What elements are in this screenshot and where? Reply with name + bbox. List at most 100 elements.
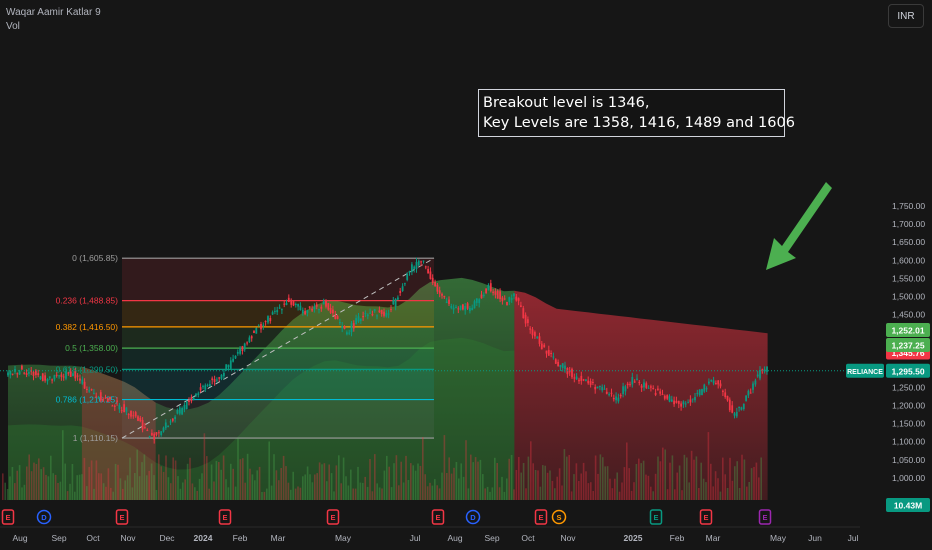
event-marker-earnings-icon[interactable]: [534, 509, 548, 525]
candle-body[interactable]: [677, 400, 680, 404]
candle-body[interactable]: [540, 343, 543, 350]
candle-body[interactable]: [329, 308, 332, 313]
volume-indicator-title[interactable]: Vol: [6, 21, 20, 32]
candle-body[interactable]: [617, 397, 620, 402]
candle-body[interactable]: [164, 422, 167, 429]
candle-body[interactable]: [290, 299, 293, 305]
candle-body[interactable]: [763, 369, 766, 372]
candle-body[interactable]: [417, 260, 420, 266]
candle-body[interactable]: [478, 299, 481, 304]
candle-body[interactable]: [267, 316, 269, 323]
candle-body[interactable]: [55, 374, 58, 376]
candle-body[interactable]: [673, 400, 675, 405]
candle-body[interactable]: [144, 427, 146, 429]
candle-body[interactable]: [636, 378, 638, 380]
candle-body[interactable]: [227, 364, 230, 368]
candle-body[interactable]: [181, 407, 183, 415]
candle-body[interactable]: [475, 298, 478, 303]
candle-body[interactable]: [696, 392, 699, 394]
candle-body[interactable]: [88, 390, 91, 392]
candle-body[interactable]: [747, 390, 750, 396]
candle-body[interactable]: [16, 373, 19, 375]
candle-body[interactable]: [422, 260, 425, 262]
candle-body[interactable]: [722, 390, 724, 392]
candle-body[interactable]: [72, 373, 74, 376]
candle-body[interactable]: [287, 297, 290, 302]
fib-trend-line[interactable]: [121, 257, 435, 439]
candle-body[interactable]: [352, 323, 355, 329]
candle-body[interactable]: [561, 363, 564, 368]
candle-body[interactable]: [399, 291, 402, 293]
candle-body[interactable]: [104, 397, 107, 399]
candle-body[interactable]: [151, 432, 153, 436]
candle-body[interactable]: [471, 307, 474, 310]
candle-body[interactable]: [306, 310, 309, 313]
candle-body[interactable]: [11, 373, 14, 375]
candle-body[interactable]: [728, 399, 731, 411]
candle-body[interactable]: [445, 301, 448, 303]
candle-body[interactable]: [364, 313, 367, 315]
candle-body[interactable]: [109, 397, 111, 399]
candle-body[interactable]: [192, 397, 195, 400]
candle-body[interactable]: [211, 378, 214, 381]
candle-body[interactable]: [313, 306, 316, 310]
candle-body[interactable]: [380, 309, 383, 314]
candle-body[interactable]: [404, 283, 406, 285]
candle-body[interactable]: [531, 329, 534, 336]
candle-body[interactable]: [369, 312, 371, 314]
candle-body[interactable]: [680, 403, 682, 407]
candle-body[interactable]: [81, 379, 84, 384]
candle-body[interactable]: [431, 277, 434, 283]
candle-body[interactable]: [178, 407, 181, 414]
candle-body[interactable]: [524, 314, 527, 324]
candle-body[interactable]: [448, 299, 450, 304]
candle-body[interactable]: [127, 414, 130, 416]
candle-body[interactable]: [385, 313, 388, 317]
candle-body[interactable]: [487, 284, 490, 290]
candle-body[interactable]: [123, 404, 125, 413]
candle-body[interactable]: [343, 326, 346, 329]
candle-body[interactable]: [564, 365, 566, 370]
candle-body[interactable]: [441, 293, 443, 296]
candle-body[interactable]: [492, 291, 494, 293]
candle-body[interactable]: [44, 375, 46, 381]
candle-body[interactable]: [116, 400, 118, 402]
candle-body[interactable]: [69, 371, 72, 377]
candle-body[interactable]: [264, 321, 267, 322]
candle-body[interactable]: [520, 305, 522, 307]
candle-body[interactable]: [657, 388, 659, 390]
candle-body[interactable]: [183, 405, 186, 410]
candle-body[interactable]: [236, 352, 239, 354]
candle-body[interactable]: [383, 311, 385, 316]
candle-body[interactable]: [120, 410, 123, 412]
candle-body[interactable]: [703, 384, 706, 392]
candle-body[interactable]: [171, 418, 174, 421]
candle-body[interactable]: [18, 371, 21, 375]
candle-body[interactable]: [438, 290, 441, 294]
candle-body[interactable]: [167, 426, 169, 427]
candle-body[interactable]: [125, 407, 128, 412]
candle-body[interactable]: [687, 402, 689, 404]
candle-body[interactable]: [701, 389, 703, 395]
candle-body[interactable]: [724, 392, 727, 397]
candle-body[interactable]: [489, 283, 492, 292]
candle-body[interactable]: [260, 324, 262, 330]
candle-body[interactable]: [559, 365, 562, 367]
candle-body[interactable]: [213, 379, 216, 383]
candle-body[interactable]: [139, 417, 142, 422]
candle-body[interactable]: [86, 389, 88, 390]
candle-body[interactable]: [733, 413, 736, 416]
candle-body[interactable]: [568, 371, 571, 373]
candle-body[interactable]: [589, 381, 592, 385]
candle-body[interactable]: [694, 397, 696, 401]
candle-body[interactable]: [599, 386, 601, 387]
candle-body[interactable]: [536, 336, 539, 338]
candle-body[interactable]: [756, 374, 759, 377]
candle-body[interactable]: [529, 328, 532, 330]
candle-body[interactable]: [246, 342, 248, 344]
candle-body[interactable]: [281, 309, 283, 311]
candle-body[interactable]: [30, 370, 33, 372]
candle-body[interactable]: [752, 383, 754, 390]
candle-body[interactable]: [740, 407, 743, 410]
